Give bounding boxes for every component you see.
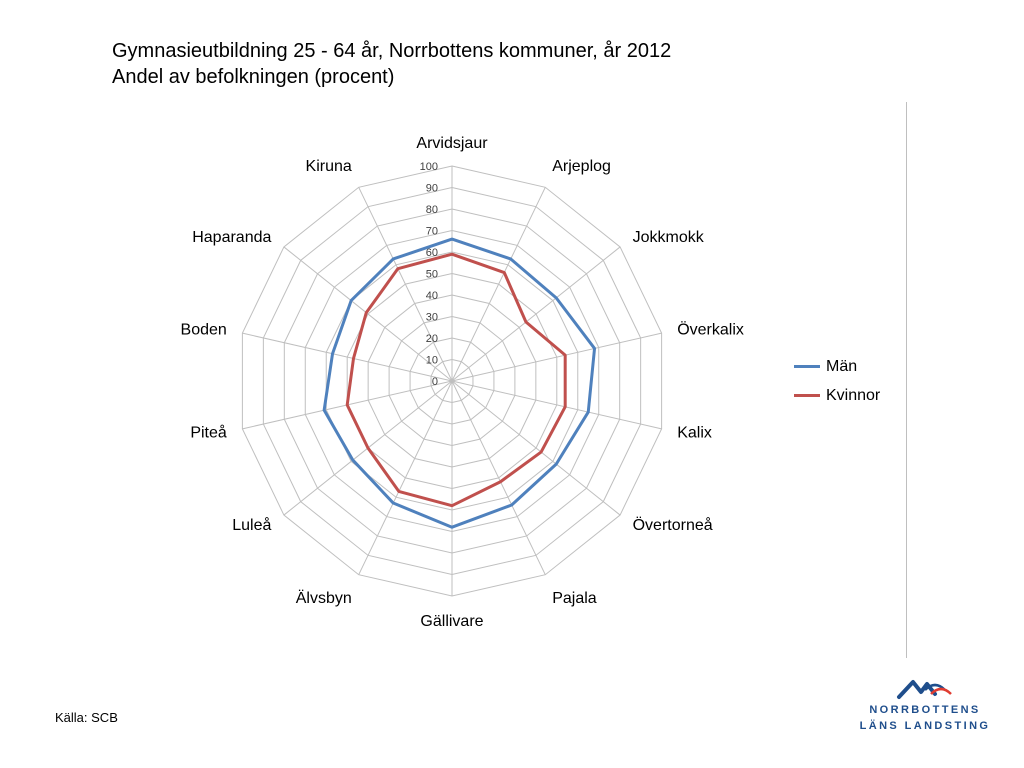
- category-label: Boden: [181, 322, 227, 339]
- legend-item-kvinnor: Kvinnor: [794, 381, 880, 410]
- tick-label: 10: [426, 355, 438, 367]
- tick-label: 0: [432, 376, 438, 388]
- grid-spoke: [283, 246, 453, 382]
- series-line-man: [322, 237, 597, 529]
- category-label: Överkalix: [677, 321, 744, 339]
- grid-spoke: [358, 187, 453, 382]
- series-line-kvinnor: [345, 252, 567, 508]
- tick-label: 20: [426, 333, 438, 345]
- legend-swatch-man: [794, 365, 820, 368]
- grid-spoke: [451, 332, 662, 382]
- tick-label: 50: [426, 269, 438, 281]
- grid-spoke: [451, 187, 546, 382]
- chart-legend: Män Kvinnor: [794, 352, 880, 410]
- tick-label: 100: [420, 161, 438, 173]
- category-label: Piteå: [190, 423, 227, 441]
- logo-wave-icon: [897, 680, 952, 699]
- category-label: Kiruna: [306, 158, 352, 175]
- logo-text-line1: NORRBOTTENS: [869, 704, 981, 716]
- grid-spoke: [451, 380, 546, 575]
- category-label: Jokkmokk: [633, 229, 705, 246]
- logo-text-line2: LÄNS LANDSTING: [859, 720, 991, 732]
- legend-label-kvinnor: Kvinnor: [826, 386, 881, 404]
- category-label: Pajala: [552, 590, 597, 607]
- source-note: Källa: SCB: [55, 710, 118, 725]
- tick-label: 40: [426, 290, 438, 302]
- category-label: Övertorneå: [633, 516, 713, 534]
- category-label: Luleå: [232, 516, 271, 534]
- grid-spoke: [451, 380, 662, 430]
- category-label: Arjeplog: [552, 158, 611, 175]
- tick-label: 30: [426, 312, 438, 324]
- category-label: Haparanda: [192, 229, 271, 246]
- category-label: Älvsbyn: [296, 589, 352, 607]
- norrbottens-logo: NORRBOTTENS LÄNS LANDSTING: [855, 676, 995, 736]
- legend-swatch-kvinnor: [794, 394, 820, 397]
- chart-title: Gymnasieutbildning 25 - 64 år, Norrbotte…: [112, 40, 672, 62]
- grid-spoke: [451, 246, 621, 382]
- legend-label-man: Män: [826, 357, 858, 375]
- grid-spoke: [358, 380, 453, 575]
- grid-spoke: [451, 380, 621, 516]
- category-label: Kalix: [677, 424, 712, 441]
- chart-title-block: Gymnasieutbildning 25 - 64 år, Norrbotte…: [112, 38, 671, 90]
- divider-line: [906, 102, 907, 658]
- category-label: Arvidsjaur: [416, 135, 488, 152]
- chart-subtitle: Andel av befolkningen (procent): [112, 66, 395, 88]
- legend-item-man: Män: [794, 352, 880, 381]
- category-label: Gällivare: [420, 613, 483, 630]
- tick-label: 80: [426, 204, 438, 216]
- grid-spoke: [242, 332, 453, 382]
- tick-label: 70: [426, 226, 438, 238]
- tick-label: 60: [426, 247, 438, 259]
- tick-label: 90: [426, 183, 438, 195]
